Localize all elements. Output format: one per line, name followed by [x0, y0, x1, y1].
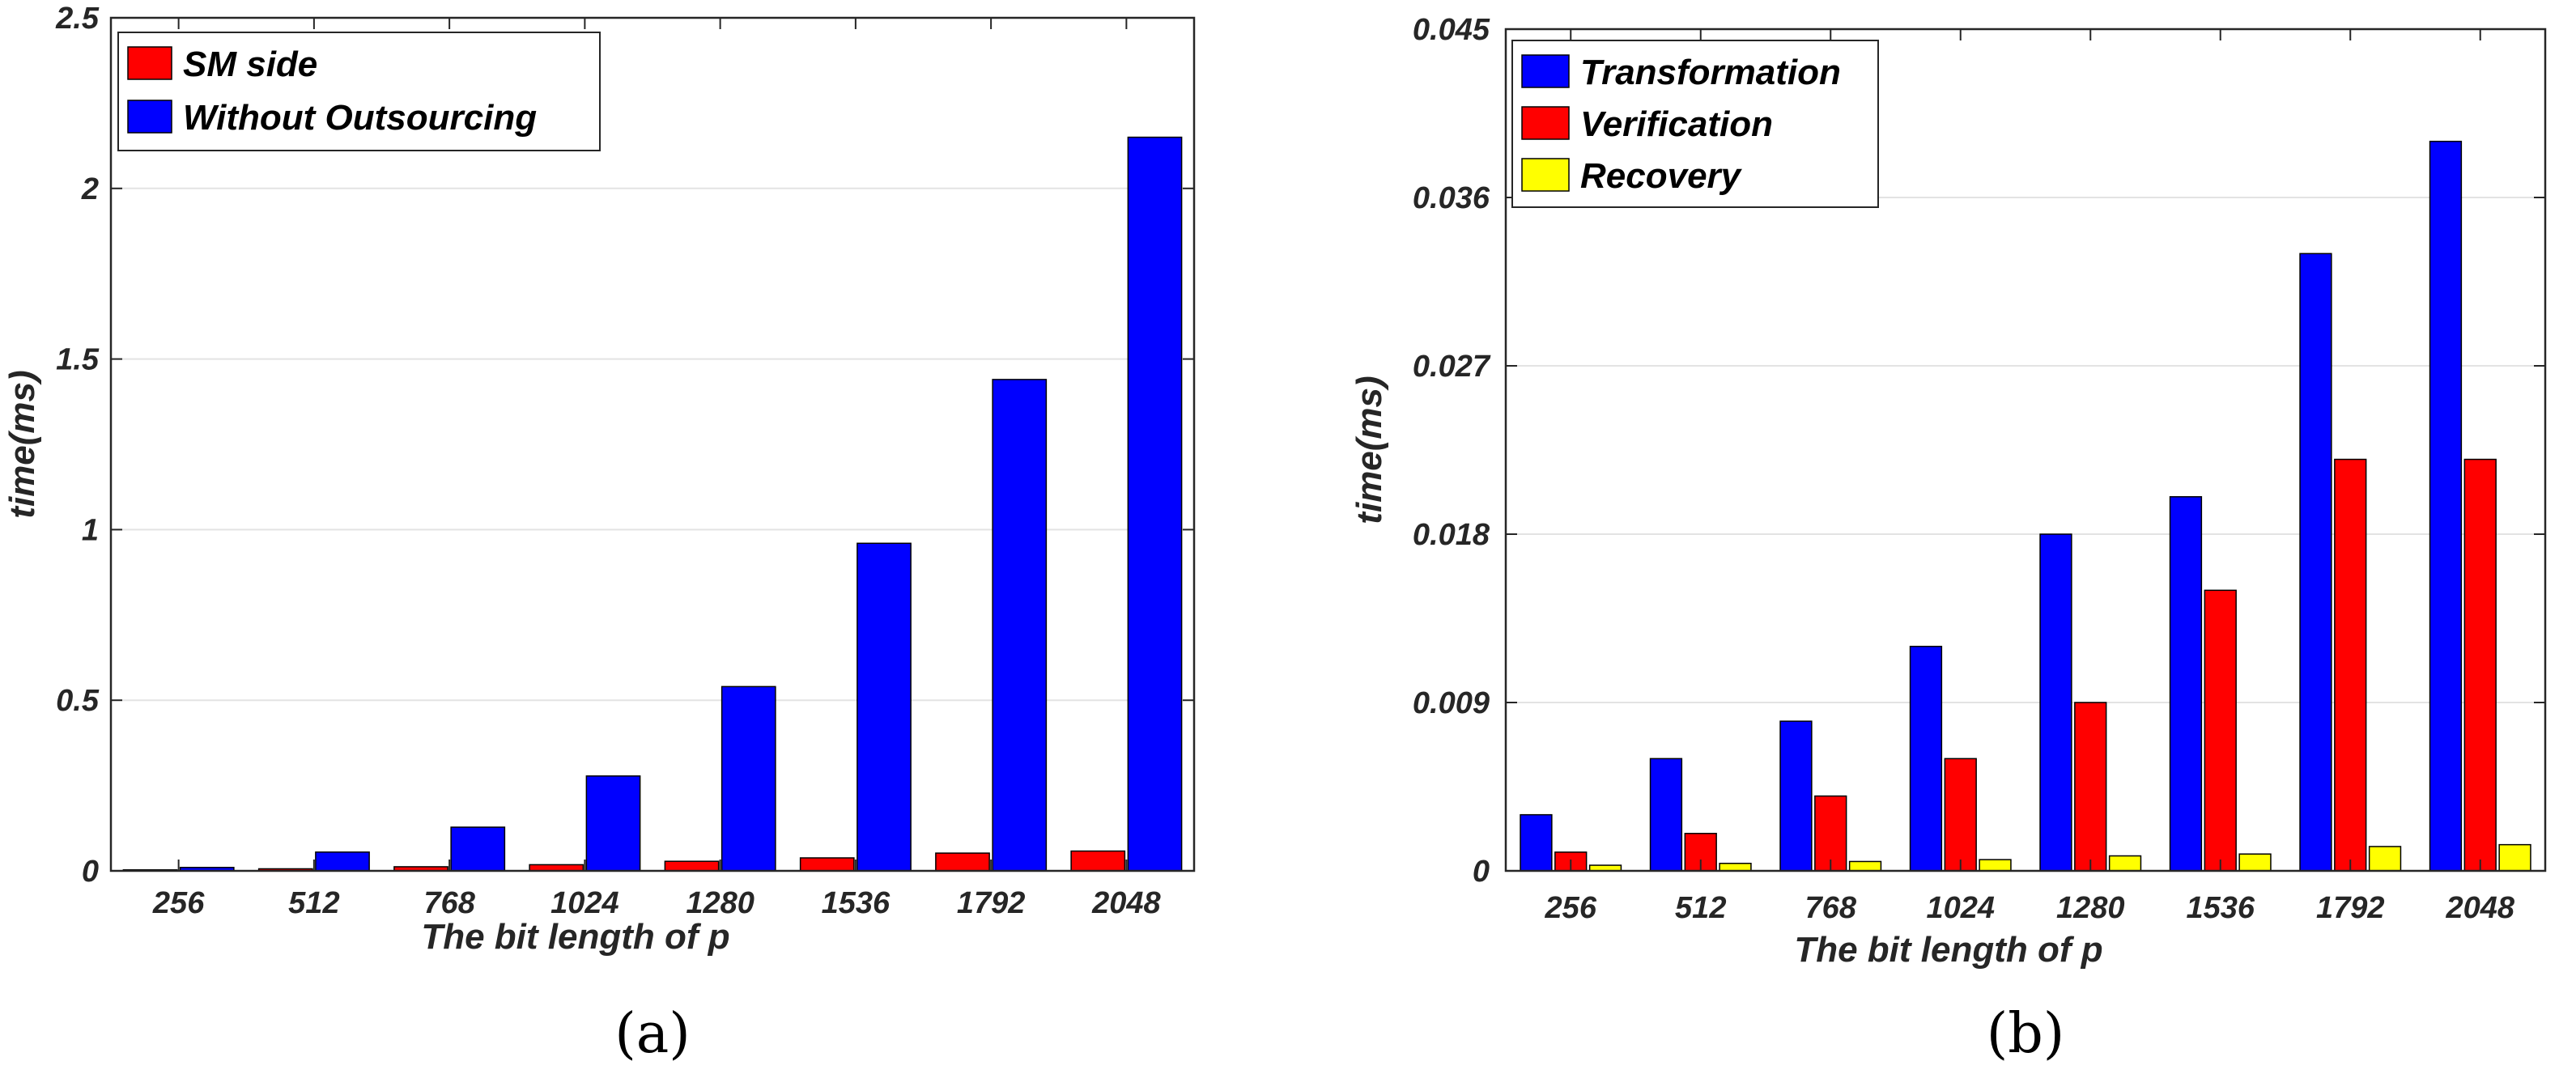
chart-a: 0 0.5 1 1.5 2 2.5 256 512 768 1024 1280 1536 1792 204…: [2, 2, 1196, 1066]
bar: [935, 852, 990, 872]
figure-caption: (a): [614, 1002, 691, 1066]
x-tick-label: 1536: [822, 886, 891, 920]
legend-label: Transformation: [1580, 53, 1841, 92]
bar: [1127, 136, 1183, 872]
x-tick-label: 1280: [686, 886, 755, 920]
x-axis-label: The bit length of p: [1794, 930, 2102, 970]
bar: [450, 826, 506, 872]
bar: [585, 775, 641, 872]
bar: [1814, 795, 1847, 872]
bar: [1979, 859, 2012, 872]
bar: [2204, 589, 2237, 872]
y-axis-label: time(ms): [2, 370, 42, 518]
legend-swatch: [1521, 54, 1570, 88]
bar: [992, 379, 1048, 872]
bar: [2299, 253, 2332, 872]
bar: [2463, 458, 2497, 872]
legend-swatch: [1521, 106, 1570, 140]
legend-swatch: [127, 100, 172, 134]
legend-box: [1511, 40, 1879, 208]
y-tick-label: 0.5: [56, 684, 100, 718]
bar: [1520, 813, 1553, 872]
x-tick-label: 1024: [1926, 891, 1995, 925]
legend-swatch: [127, 46, 172, 80]
bar: [1909, 645, 1943, 872]
legend-swatch: [1521, 158, 1570, 192]
bar: [721, 686, 776, 872]
bar: [2368, 846, 2402, 872]
bar: [799, 857, 855, 872]
legend-box: [117, 32, 601, 151]
y-tick-label: 0.036: [1413, 181, 1490, 215]
figure-caption: (b): [1987, 1002, 2065, 1066]
bar: [2039, 533, 2072, 872]
chart-b: 0 0.009 0.018 0.027 0.036 0.045 256 512 768 1024 1…: [1350, 13, 2547, 1066]
y-tick-label: 0: [1473, 855, 1490, 889]
x-tick-label: 2048: [2445, 891, 2514, 925]
x-tick-label: 1280: [2056, 891, 2125, 925]
x-tick-label: 1536: [2186, 891, 2255, 925]
x-axis-label: The bit length of p: [421, 917, 729, 957]
axes-box: [109, 16, 1196, 872]
y-tick-label: 2.5: [55, 2, 100, 36]
x-tick-label: 256: [152, 886, 205, 920]
legend-label: Without Outsourcing: [183, 98, 537, 138]
y-tick-label: 2: [81, 172, 99, 206]
legend-label: SM side: [183, 45, 317, 84]
y-tick-label: 0: [82, 855, 99, 889]
bar: [1848, 860, 1882, 872]
x-tick-label: 1024: [550, 886, 619, 920]
x-tick-label: 512: [288, 886, 339, 920]
x-tick-label: 512: [1675, 891, 1726, 925]
bar: [2334, 458, 2367, 872]
bar: [2108, 855, 2142, 872]
bar: [1719, 863, 1752, 872]
bar: [2074, 702, 2107, 872]
bar: [2429, 140, 2463, 872]
legend: Transformation Verification Recovery: [1511, 40, 1879, 208]
x-tick-label: 768: [1805, 891, 1857, 925]
bar: [1779, 720, 1813, 872]
bar: [1649, 758, 1683, 872]
y-tick-label: 0.027: [1413, 350, 1491, 384]
x-tick-label: 2048: [1091, 886, 1161, 920]
y-tick-label: 1: [82, 513, 99, 547]
bar: [1944, 758, 1977, 872]
x-tick-label: 1792: [2316, 891, 2385, 925]
bar: [2238, 853, 2272, 872]
y-tick-label: 0.009: [1413, 686, 1490, 720]
x-tick-label: 256: [1545, 891, 1597, 925]
bar: [2498, 843, 2531, 872]
y-axis-label: time(ms): [1350, 376, 1389, 524]
bar: [1070, 850, 1126, 872]
bar: [664, 860, 720, 872]
y-tick-label: 0.045: [1413, 13, 1490, 47]
bar: [857, 542, 912, 872]
axes-box: [1504, 28, 2547, 872]
legend-label: Verification: [1580, 104, 1773, 144]
bar: [315, 851, 370, 872]
y-tick-label: 1.5: [56, 343, 100, 377]
legend-label: Recovery: [1580, 156, 1743, 196]
x-tick-label: 1792: [957, 886, 1026, 920]
bar: [2169, 496, 2203, 872]
y-tick-label: 0.018: [1413, 518, 1490, 552]
legend: SM side Without Outsourcing: [117, 32, 601, 151]
x-tick-label: 768: [423, 886, 475, 920]
